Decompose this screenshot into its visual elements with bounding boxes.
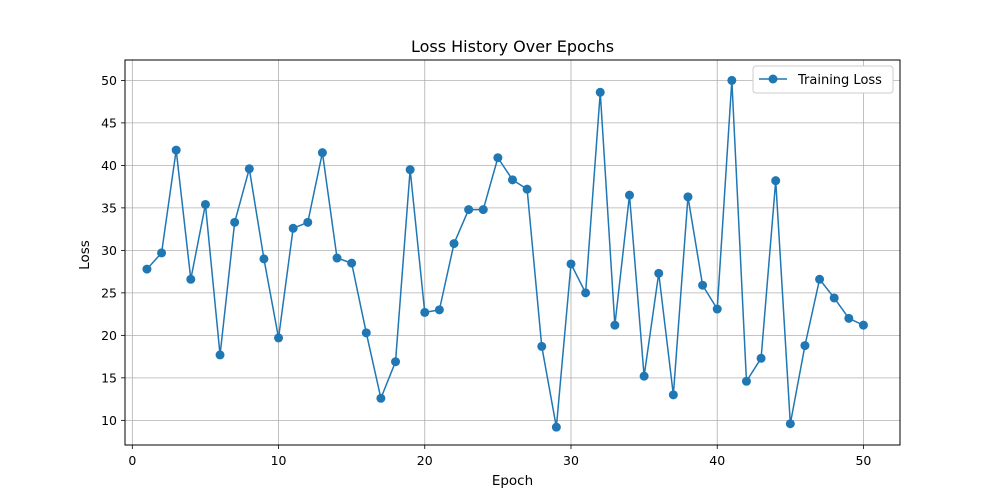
series-line-training-loss — [146, 79, 864, 428]
data-point — [274, 333, 284, 343]
data-point — [844, 313, 854, 323]
data-point — [712, 304, 722, 314]
data-point — [142, 264, 152, 274]
data-point — [858, 320, 868, 330]
y-tick-label: 10 — [101, 413, 117, 428]
data-point — [566, 259, 576, 269]
data-point — [639, 371, 649, 381]
data-point — [654, 268, 664, 278]
legend-marker-icon — [768, 74, 778, 84]
data-point — [581, 288, 591, 298]
y-tick-label: 30 — [101, 243, 117, 258]
data-point — [741, 376, 751, 386]
data-point — [347, 258, 357, 268]
x-tick-label: 40 — [709, 453, 725, 468]
data-point — [215, 350, 225, 360]
chart-title: Loss History Over Epochs — [411, 37, 614, 56]
data-point — [756, 353, 766, 363]
data-point — [244, 164, 254, 174]
data-point — [449, 239, 459, 249]
data-point — [405, 165, 415, 175]
data-point — [259, 254, 269, 264]
y-axis-label: Loss — [77, 240, 93, 270]
data-point — [624, 190, 634, 200]
x-tick-label: 20 — [417, 453, 433, 468]
data-point — [376, 393, 386, 403]
data-point — [303, 217, 313, 227]
data-point — [727, 75, 737, 85]
data-point — [171, 145, 181, 155]
data-point — [332, 253, 342, 263]
legend-box — [752, 65, 894, 94]
series-group — [142, 75, 868, 432]
legend: Training Loss — [752, 65, 894, 94]
data-point — [698, 280, 708, 290]
y-tick-label: 35 — [101, 200, 117, 215]
data-point — [551, 422, 561, 432]
data-point — [434, 305, 444, 315]
data-point — [610, 320, 620, 330]
data-point — [186, 274, 196, 284]
x-tick-label: 30 — [563, 453, 579, 468]
data-point — [288, 223, 298, 233]
plot-area-frame — [124, 59, 901, 446]
data-point — [522, 184, 532, 194]
data-point — [200, 199, 210, 209]
x-tick-label: 0 — [128, 453, 136, 468]
x-tick-label: 50 — [855, 453, 871, 468]
data-point — [771, 176, 781, 186]
y-tick-label: 40 — [101, 158, 117, 173]
data-point — [668, 390, 678, 400]
data-point — [230, 217, 240, 227]
y-tick-label: 45 — [101, 115, 117, 130]
data-point — [464, 205, 474, 215]
data-point — [815, 274, 825, 284]
data-point — [420, 307, 430, 317]
y-tick-label: 15 — [101, 370, 117, 385]
data-point — [800, 341, 810, 351]
x-axis-label: Epoch — [492, 473, 533, 489]
data-point — [317, 148, 327, 158]
data-point — [683, 192, 693, 202]
data-point — [508, 175, 517, 185]
legend-label: Training Loss — [797, 73, 882, 88]
y-tick-label: 20 — [101, 328, 117, 343]
data-point — [391, 357, 401, 367]
data-point — [785, 419, 795, 429]
data-point — [157, 248, 167, 258]
grid — [125, 60, 900, 445]
ticks: 0 10 20 30 40 50 10 15 20 25 30 35 40 45 50 — [101, 73, 871, 468]
y-tick-label: 50 — [101, 73, 117, 88]
data-point — [493, 153, 503, 163]
data-point — [478, 205, 488, 215]
data-point — [361, 328, 371, 338]
x-tick-label: 10 — [271, 453, 287, 468]
data-point — [829, 293, 839, 303]
data-point — [537, 341, 547, 351]
y-tick-label: 25 — [101, 285, 117, 300]
data-point — [595, 87, 605, 97]
